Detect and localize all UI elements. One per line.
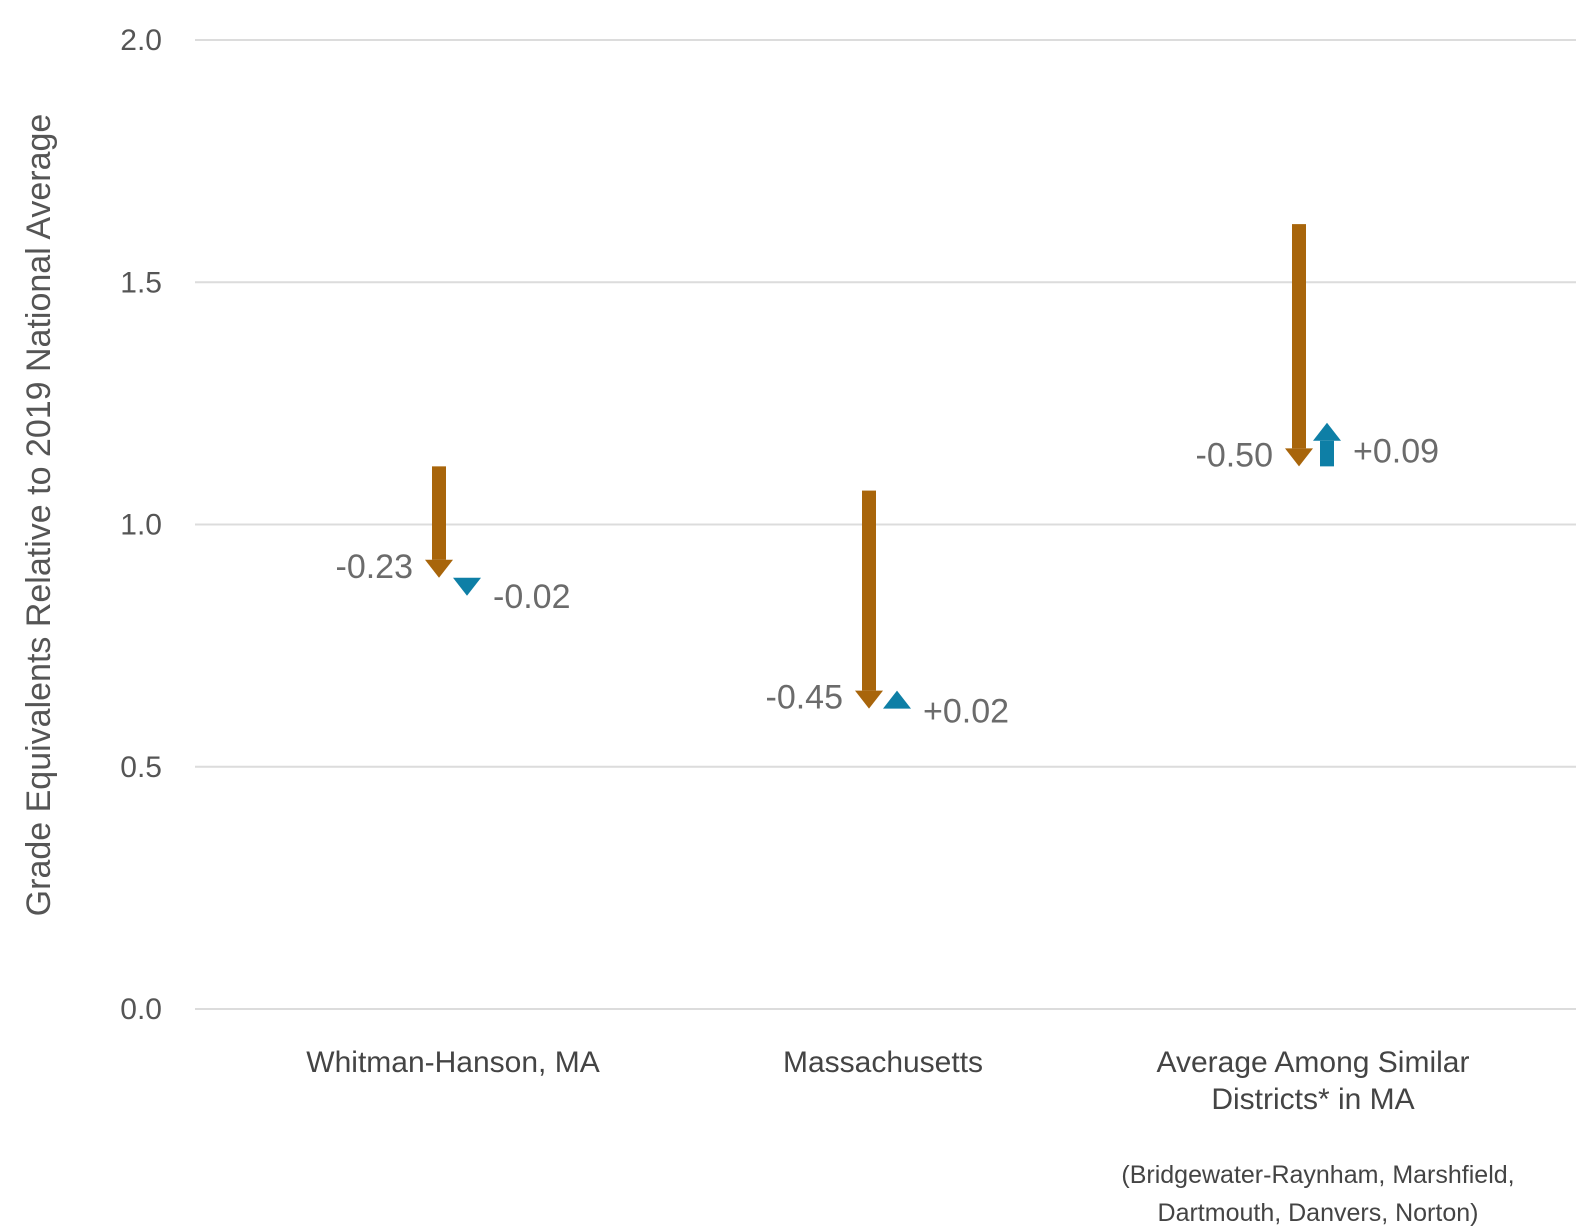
first-change-arrow <box>425 466 453 578</box>
grid-lines <box>195 39 1576 1010</box>
y-axis-title: Grade Equivalents Relative to 2019 Natio… <box>20 114 58 917</box>
second-change-arrow-head <box>1313 422 1341 441</box>
y-tick-label: 0.5 <box>120 751 162 784</box>
second-change-arrow-head <box>883 690 911 709</box>
first-change-label: -0.23 <box>336 548 414 586</box>
y-tick-label: 2.0 <box>120 24 162 57</box>
second-change-arrow <box>883 690 911 709</box>
first-change-arrow-head <box>1285 448 1313 467</box>
arrow-marks: -0.23 -0.02 -0.45 +0.02 -0.50 +0.09 <box>336 224 1439 731</box>
second-change-label: +0.02 <box>923 693 1009 731</box>
first-change-arrow-shaft <box>432 466 446 560</box>
first-change-arrow-shaft <box>1292 224 1306 449</box>
first-change-arrow-head <box>425 559 453 578</box>
y-tick-label: 0.0 <box>120 993 162 1026</box>
category-label: Districts* in MA <box>1211 1083 1414 1116</box>
first-change-arrow-head <box>855 690 883 709</box>
first-change-label: -0.50 <box>1196 436 1274 474</box>
second-change-label: +0.09 <box>1353 432 1439 470</box>
first-change-arrow-shaft <box>862 490 876 691</box>
y-tick-label: 1.5 <box>120 266 162 299</box>
second-change-label: -0.02 <box>493 578 571 616</box>
y-axis-ticks: 0.0 0.5 1.0 1.5 2.0 <box>120 24 162 1026</box>
second-change-arrow <box>1313 422 1341 467</box>
category-note: (Bridgewater-Raynham, Marshfield, <box>1121 1161 1514 1189</box>
second-change-arrow <box>453 577 481 596</box>
category-label: Average Among Similar <box>1157 1046 1470 1079</box>
category-label: Massachusetts <box>783 1046 983 1079</box>
category-label: Whitman-Hanson, MA <box>306 1046 599 1079</box>
second-change-arrow-shaft <box>1320 440 1334 467</box>
first-change-arrow <box>1285 224 1313 467</box>
first-change-label: -0.45 <box>766 679 844 717</box>
first-change-arrow <box>855 490 883 709</box>
second-change-arrow-head <box>453 577 481 596</box>
category-note: Dartmouth, Danvers, Norton) <box>1158 1199 1479 1227</box>
x-axis-categories: Whitman-Hanson, MA Massachusetts Average A… <box>306 1046 1514 1227</box>
y-tick-label: 1.0 <box>120 509 162 542</box>
